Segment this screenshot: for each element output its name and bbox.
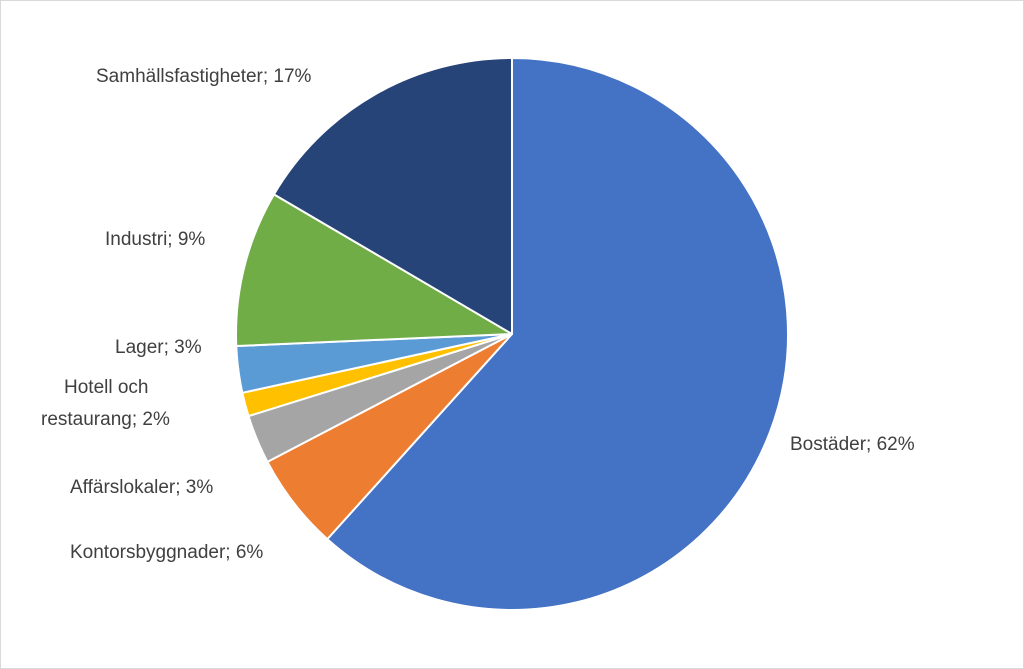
pie-slice-samhallsfastigheter [272, 57, 513, 335]
pie-slice-industri [235, 193, 513, 348]
label-samhallsfastigheter: Samhällsfastigheter; 17% [96, 66, 312, 87]
label-affarslokaler: Affärslokaler; 3% [70, 477, 214, 498]
label-bostader: Bostäder; 62% [790, 434, 915, 455]
label-industri: Industri; 9% [105, 229, 206, 250]
label-kontorsbyggnader: Kontorsbyggnader; 6% [70, 542, 264, 563]
pie-slice-bostader [326, 57, 789, 611]
label-lager: Lager; 3% [115, 337, 202, 358]
label-hotell-line1: Hotell och [64, 377, 149, 398]
label-hotell-line2: restaurang; 2% [41, 409, 170, 430]
